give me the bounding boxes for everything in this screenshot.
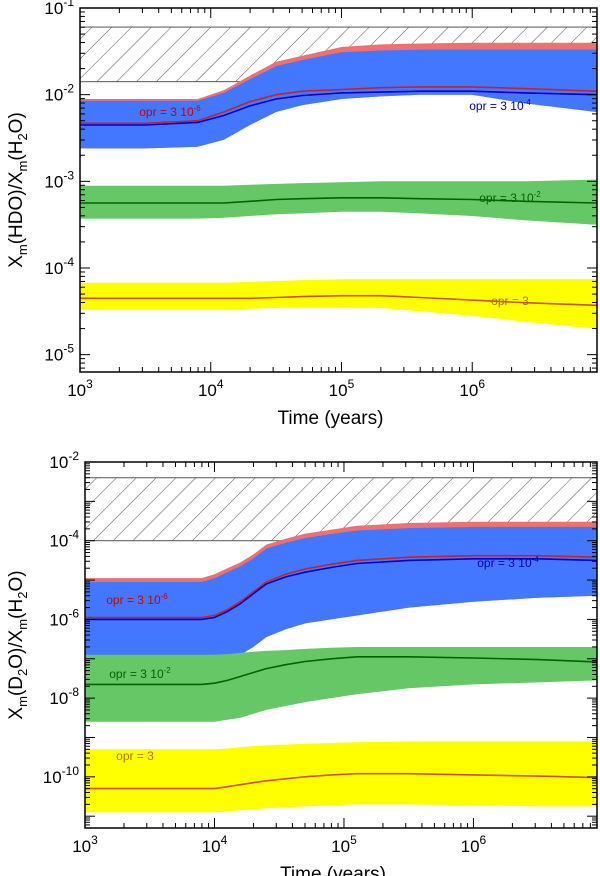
band-blue (80, 49, 597, 149)
y-tick-label: 10-1 (44, 0, 74, 18)
y-tick-label: 10-8 (49, 685, 79, 708)
y-axis-title: Xm(D2O)/Xm(H2O) (6, 570, 30, 719)
line-green (85, 655, 597, 686)
line-blue (85, 557, 597, 621)
bottom-panel: opr = 3 10-6 opr = 3 10-4 opr = 3 10-2 opr … (6, 449, 598, 876)
x-tick-label: 105 (329, 377, 355, 400)
band-green (85, 647, 597, 722)
y-tick-label: 10-3 (44, 168, 74, 191)
x-tick-label: 103 (72, 833, 98, 856)
y-tick-label: 10-2 (44, 82, 74, 105)
y-tick-label: 10-4 (44, 255, 74, 278)
band-blue (85, 526, 597, 667)
series-label-blue: opr = 3 10-4 (469, 98, 531, 113)
line-blue (80, 90, 597, 126)
plot-frame (84, 461, 598, 829)
x-tick-label: 103 (67, 377, 93, 400)
y-tick-label: 10-4 (49, 528, 79, 551)
x-axis-title: Time (years) (278, 408, 384, 429)
band-green (80, 179, 597, 225)
series-label-red: opr = 3 10-6 (139, 104, 201, 119)
series-label-yellow: opr = 3 (491, 294, 529, 308)
series-label-green: opr = 3 10-2 (109, 666, 171, 681)
y-tick-label: 10-10 (43, 764, 80, 787)
line-red (80, 86, 597, 125)
line-green (80, 197, 597, 204)
y-axis-title: Xm(HDO)/Xm(H2O) (6, 112, 30, 268)
band-yellow (85, 741, 597, 813)
top-panel: opr = 3 10-6 opr = 3 10-4 opr = 3 10-2 opr … (6, 0, 598, 429)
line-yellow (80, 294, 597, 307)
x-tick-label: 104 (202, 833, 228, 856)
x-tick-label: 105 (331, 833, 357, 856)
y-tick-label: 10-2 (49, 449, 79, 472)
x-tick-label: 106 (461, 833, 487, 856)
x-tick-label: 106 (459, 377, 485, 400)
series-label-yellow: opr = 3 (116, 749, 154, 763)
y-tick-label: 10-5 (44, 342, 74, 365)
line-yellow (85, 772, 597, 790)
band-yellow (80, 279, 597, 329)
series-label-red: opr = 3 10-6 (106, 592, 168, 607)
x-axis-title: Time (years) (280, 864, 386, 876)
series-label-green: opr = 3 10-2 (479, 190, 541, 205)
y-tick-label: 10-6 (49, 606, 79, 629)
x-tick-label: 104 (198, 377, 224, 400)
line-red (85, 554, 597, 619)
series-label-blue: opr = 3 10-4 (477, 555, 539, 570)
